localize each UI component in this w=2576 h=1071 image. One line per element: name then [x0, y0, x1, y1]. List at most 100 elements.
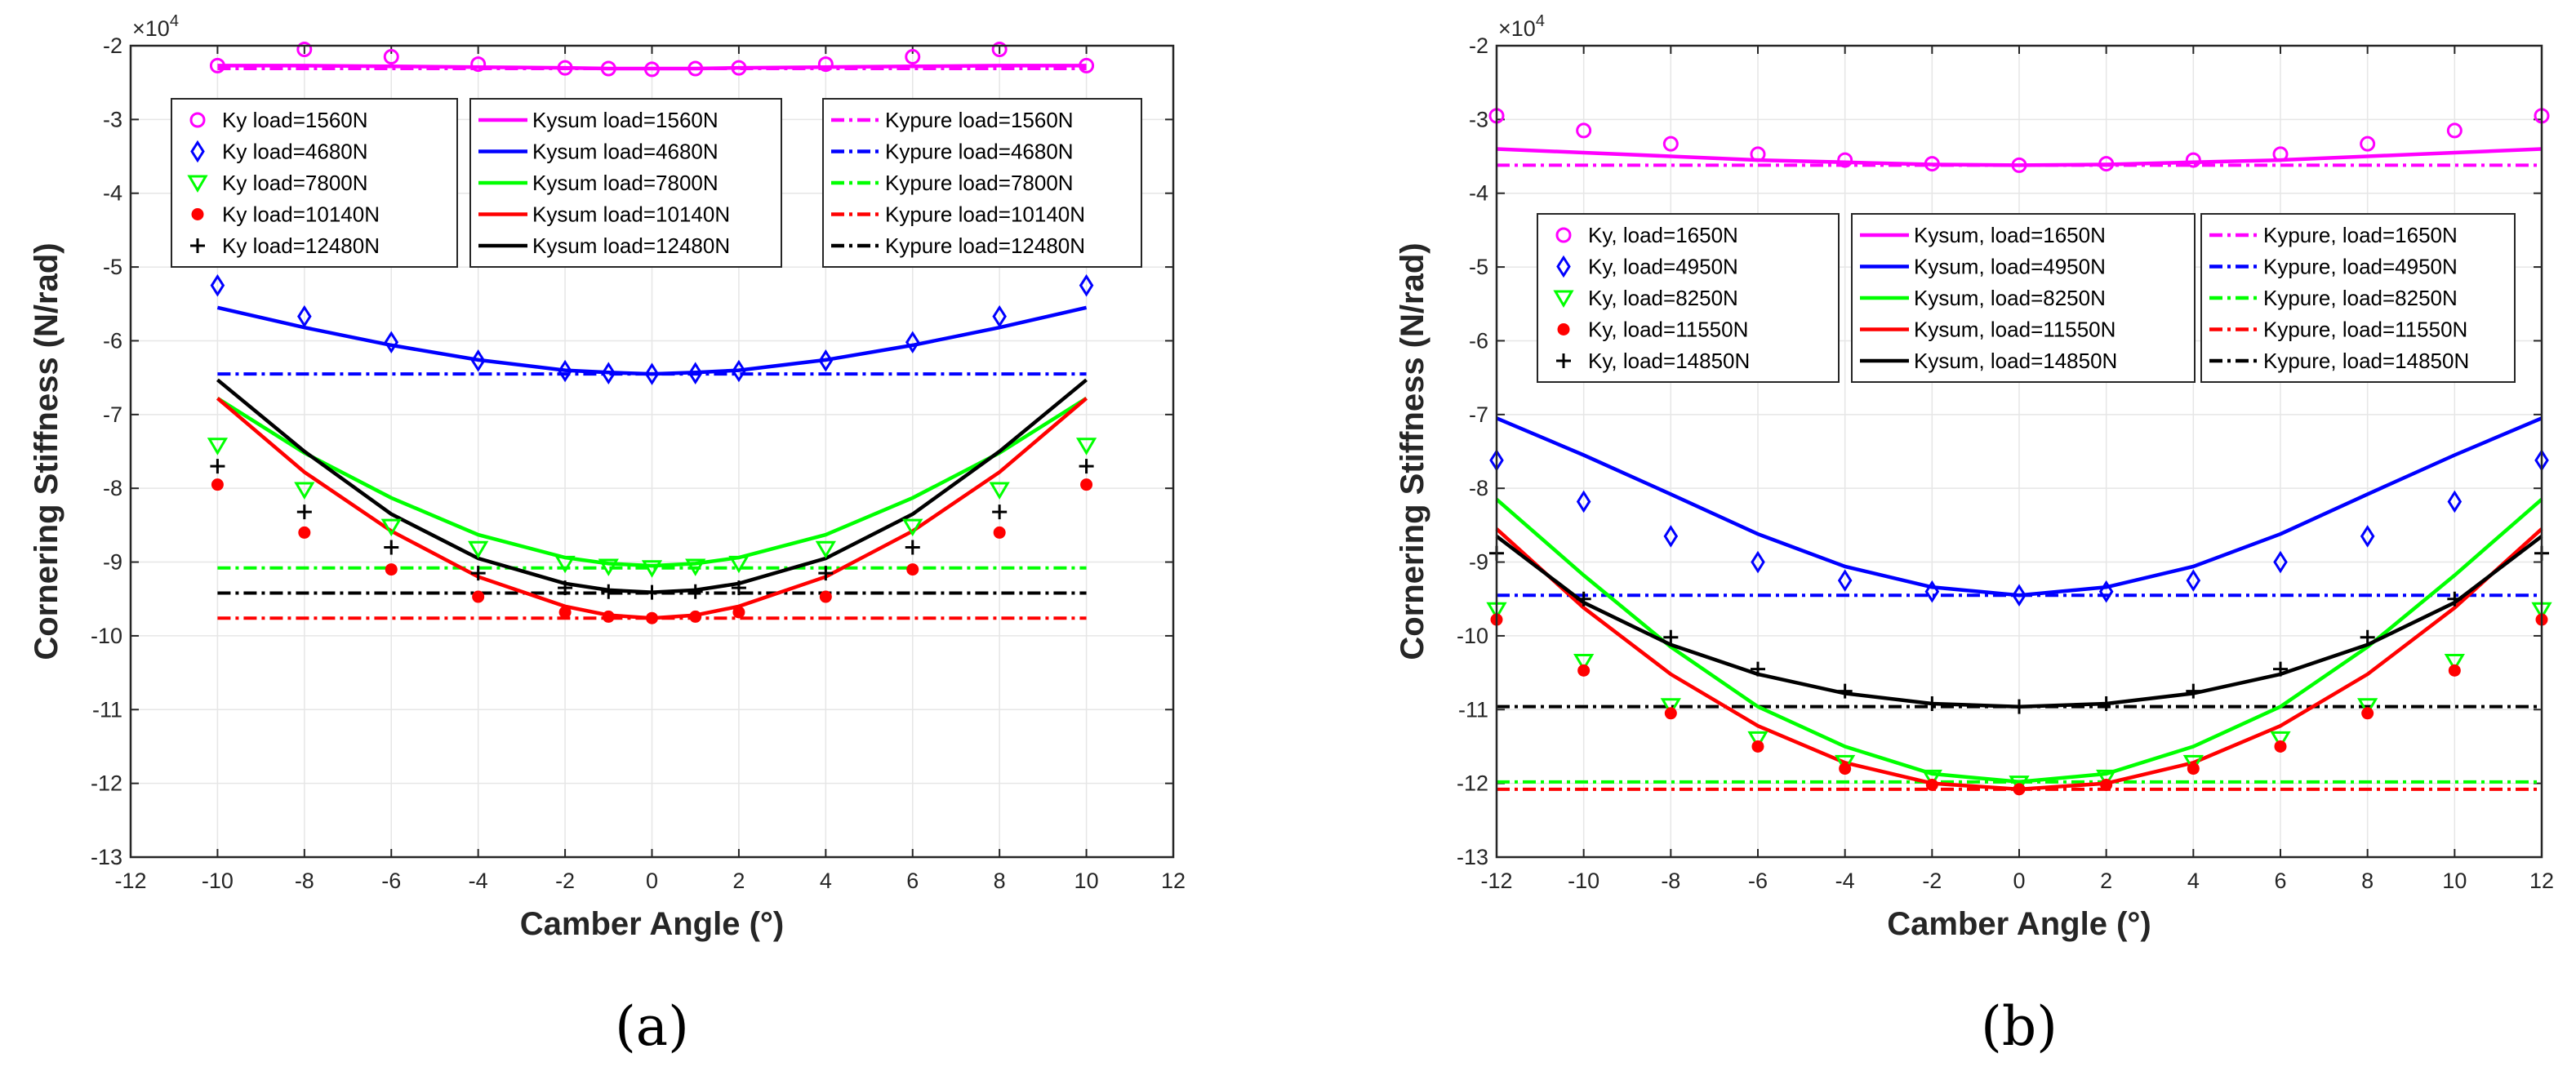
ky-marker	[2272, 146, 2289, 162]
y-axis-label: Cornering Stiffness (N/rad)	[1395, 242, 1430, 660]
ky-marker	[1924, 156, 1940, 172]
legend-label: Kysum load=4680N	[532, 140, 719, 164]
ky-marker	[646, 611, 658, 624]
ky-marker	[2357, 698, 2378, 716]
kysum-line	[216, 305, 1088, 376]
axes-box	[129, 44, 1175, 859]
kysum-line	[1496, 147, 2543, 167]
ky-marker	[384, 331, 399, 354]
ky-marker	[817, 56, 834, 73]
ky-marker	[991, 42, 1008, 58]
ky-marker	[2270, 731, 2291, 749]
ky-marker	[1573, 654, 1595, 672]
x-tick-label: -2	[1922, 869, 1942, 893]
y-tick-label: -9	[103, 550, 122, 575]
kysum-line	[1495, 498, 2543, 784]
ky-marker	[210, 273, 225, 297]
y-tick-label: -2	[103, 33, 122, 58]
y-tick-label: -10	[1457, 624, 1488, 648]
legend-label: Ky load=12480N	[222, 233, 380, 258]
ky-marker	[2098, 696, 2114, 712]
ky-marker	[1924, 580, 1940, 603]
legend-label: Ky, load=14850N	[1588, 349, 1750, 373]
ky-marker	[558, 606, 572, 619]
ky-marker	[1837, 683, 1853, 699]
ky-marker	[472, 590, 485, 603]
ky-marker	[2100, 778, 2113, 791]
axes-box	[1495, 44, 2543, 859]
ky-marker	[210, 459, 225, 474]
legend-label: Ky load=1560N	[222, 108, 368, 132]
ky-marker	[1924, 696, 1940, 712]
x-tick-label: -4	[469, 869, 488, 893]
ky-marker	[294, 482, 315, 500]
ky-marker	[296, 42, 313, 58]
legend-marker	[191, 208, 204, 220]
y-tick-label: -6	[103, 328, 122, 353]
ky-marker	[2273, 550, 2288, 574]
legend-marker	[1555, 227, 1572, 243]
legend-label: Ky, load=1650N	[1588, 223, 1738, 247]
x-tick-label: 12	[2529, 869, 2554, 893]
ky-marker	[818, 349, 834, 372]
chart-panel-a: -12 -10 -8 -6 -4 -2 0 2 4 6 8 10 12-13-12-11-10-9-8-…	[29, 12, 1186, 1058]
ky-marker	[1751, 740, 1764, 753]
legend-label: Ky, load=11550N	[1588, 318, 1748, 342]
x-tick-label: 10	[2442, 869, 2467, 893]
y-tick-label: -13	[1457, 845, 1488, 869]
ky-marker	[1751, 661, 1765, 677]
legend-label: Kysum, load=11550N	[1914, 318, 2116, 342]
y-axis-label: Cornering Stiffness (N/rad)	[29, 242, 65, 660]
legend-marker	[189, 112, 206, 128]
ky-marker	[2360, 525, 2375, 548]
ky-marker	[2186, 569, 2201, 592]
x-tick-label: 4	[820, 869, 832, 893]
legend-label: Kypure load=7800N	[885, 171, 1074, 195]
ky-marker	[1837, 152, 1853, 168]
ky-marker	[1921, 769, 1942, 788]
y-tick-label: -11	[1458, 697, 1488, 722]
legend-ky: Ky load=1560N Ky load=4680N Ky load=7800N K…	[171, 98, 458, 268]
y-exponent-label: ×104	[132, 12, 179, 41]
ky-marker	[557, 60, 573, 76]
ky-marker	[207, 438, 229, 456]
ky-marker	[905, 540, 920, 555]
x-tick-label: -12	[114, 869, 146, 893]
kysum-line	[216, 396, 1088, 568]
x-tick-label: -2	[555, 869, 575, 893]
ky-marker	[2447, 490, 2463, 513]
y-tick-label: -10	[91, 624, 122, 648]
ky-marker	[211, 478, 224, 491]
legend-label: Kysum, load=4950N	[1914, 255, 2106, 279]
ky-marker	[992, 504, 1008, 520]
ky-marker	[297, 304, 312, 328]
x-tick-label: -8	[1661, 869, 1680, 893]
ky-marker	[687, 362, 703, 385]
ky-marker	[1662, 136, 1679, 152]
ky-marker	[385, 563, 398, 576]
x-axis-label: Camber Angle (°)	[1887, 906, 2151, 942]
y-tick-label: -4	[1469, 181, 1488, 206]
ky-marker	[2009, 775, 2030, 793]
legend-label: Kypure load=4680N	[885, 140, 1074, 164]
ky-marker	[1080, 478, 1093, 491]
ky-marker	[905, 49, 921, 65]
ky-marker	[1576, 490, 1591, 513]
legend-label: Kypure, load=4950N	[2263, 255, 2458, 279]
ky-marker	[1577, 664, 1591, 677]
ky-marker	[818, 566, 834, 581]
ky-marker	[1925, 778, 1938, 791]
legend-label: Kysum load=1560N	[532, 108, 719, 132]
ky-marker	[1664, 707, 1677, 720]
ky-marker	[731, 580, 746, 596]
legend-label: Ky, load=8250N	[1588, 286, 1738, 310]
x-tick-label: 10	[1074, 869, 1099, 893]
ky-marker	[2446, 122, 2463, 139]
y-tick-label: -9	[1469, 550, 1488, 575]
ky-marker	[1837, 569, 1853, 592]
legend-label: Ky load=10140N	[222, 202, 380, 227]
legend-label: Kysum, load=1650N	[1914, 223, 2106, 247]
ky-marker	[689, 610, 702, 623]
panel-label: (a)	[615, 995, 689, 1058]
x-tick-label: 12	[1161, 869, 1186, 893]
